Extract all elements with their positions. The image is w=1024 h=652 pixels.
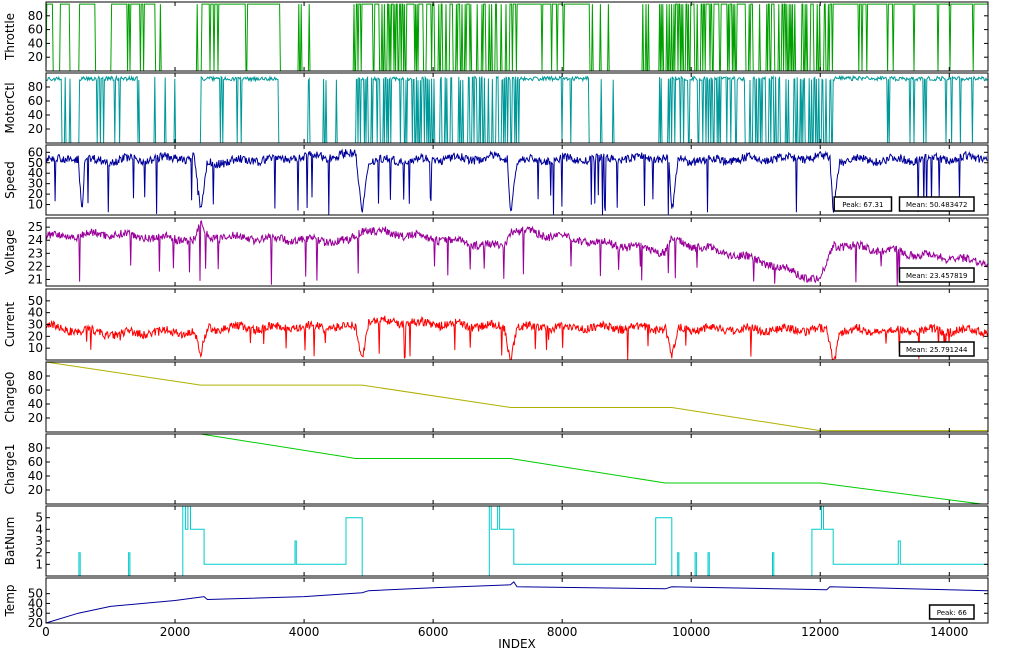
x-tick-label: 6000 [418,625,449,639]
y-tick-label: 21 [28,272,43,286]
y-axis-label: Temp [3,585,17,618]
y-axis-label: Voltage [3,229,17,274]
series-line [45,315,988,361]
panel-frame [45,217,989,287]
series-line [46,433,988,505]
y-tick-label: 60 [28,383,43,397]
y-tick-label: 5 [35,511,43,525]
series-line [45,361,988,432]
panel-frame [45,433,989,505]
y-tick-label: 20 [28,187,43,201]
annotation-box [898,267,975,283]
annotation-box [898,341,975,357]
y-tick-label: 20 [28,411,43,425]
x-tick-label: 14000 [930,625,968,639]
y-tick-label: 60 [28,455,43,469]
y-tick-label: 3 [35,534,43,548]
x-tick-label: 10000 [672,625,710,639]
panel-frame [45,361,989,433]
series-line [45,3,988,72]
series-line [45,220,988,286]
series-line [46,505,988,577]
annotation-text: Peak: 66 [937,609,968,617]
annotation-text: Peak: 67.31 [842,201,883,209]
y-tick-label: 20 [28,483,43,497]
y-tick-label: 60 [28,94,43,108]
y-tick-label: 60 [28,145,43,159]
panel-frame [45,144,989,216]
y-tick-label: 4 [35,522,43,536]
y-tick-label: 80 [28,80,43,94]
y-tick-label: 40 [28,469,43,483]
x-tick-label: 12000 [801,625,839,639]
y-tick-label: 40 [28,397,43,411]
y-tick-label: 20 [28,329,43,343]
y-tick-label: 50 [28,587,43,601]
y-tick-label: 50 [28,156,43,170]
y-tick-label: 23 [28,246,43,260]
y-tick-label: 25 [28,220,43,234]
panel-frame [45,288,989,361]
x-tick-label: 4000 [289,625,320,639]
y-tick-label: 30 [28,177,43,191]
y-tick-label: 2 [35,546,43,560]
y-tick-label: 24 [28,233,43,247]
y-tick-label: 10 [28,198,43,212]
annotation-text: Mean: 50.483472 [906,201,968,209]
x-axis-label: INDEX [498,637,536,651]
y-tick-label: 80 [28,441,43,455]
y-tick-label: 50 [28,294,43,308]
y-axis-label: Speed [3,161,17,199]
y-tick-label: 1 [35,557,43,571]
x-tick-label: 8000 [547,625,578,639]
y-axis-label: Charge0 [3,372,17,423]
y-tick-label: 20 [28,122,43,136]
y-axis-label: Throttle [3,13,17,61]
series-line [45,581,989,624]
annotation-box [833,196,893,212]
panel-frame [45,72,989,144]
series-line [45,148,988,215]
y-tick-label: 30 [28,318,43,332]
y-tick-label: 40 [28,306,43,320]
y-axis-label: BatNum [3,517,17,566]
y-axis-label: Charge1 [3,444,17,495]
y-tick-label: 22 [28,259,43,273]
y-axis-label: Current [3,302,17,347]
y-tick-label: 60 [28,23,43,37]
y-axis-label: MotorCtl [3,82,17,133]
y-tick-label: 20 [28,50,43,64]
y-tick-label: 10 [28,341,43,355]
panel-frame [45,1,989,72]
y-tick-label: 20 [28,616,43,630]
series-line [45,74,988,144]
y-tick-label: 80 [28,9,43,23]
y-tick-label: 40 [28,36,43,50]
annotation-text: Mean: 25.791244 [906,346,968,354]
y-tick-label: 40 [28,596,43,610]
y-tick-label: 30 [28,606,43,620]
annotation-box [928,604,975,620]
panel-frame [45,577,989,624]
y-tick-label: 40 [28,108,43,122]
panel-frame [45,505,989,577]
annotation-box [898,196,975,212]
y-tick-label: 80 [28,369,43,383]
x-tick-label: 2000 [160,625,191,639]
annotation-text: Mean: 23.457819 [906,272,968,280]
x-tick-label: 0 [42,625,50,639]
y-tick-label: 40 [28,166,43,180]
